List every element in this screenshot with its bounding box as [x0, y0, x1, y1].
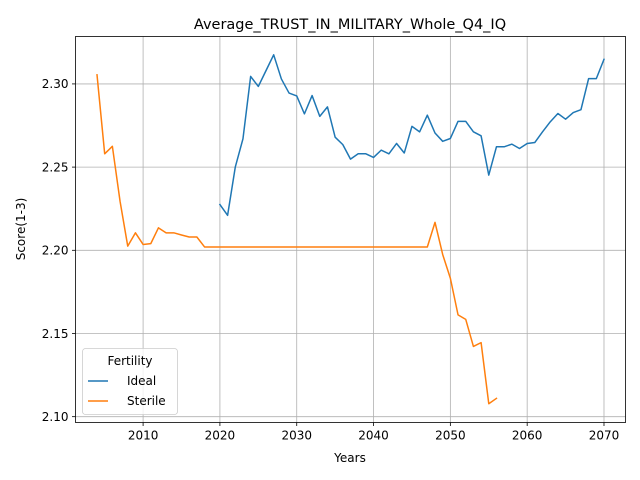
x-tick-label: 2030 — [281, 429, 312, 443]
y-tick-label: 2.25 — [42, 160, 69, 174]
x-tick-label: 2050 — [435, 429, 466, 443]
legend-box — [82, 348, 178, 415]
series-line-ideal — [218, 54, 605, 217]
grid — [75, 36, 626, 423]
series-line-sterile — [96, 73, 498, 405]
y-tick-label: 2.10 — [42, 410, 69, 424]
x-tick-label: 2010 — [128, 429, 159, 443]
y-tick-label: 2.20 — [42, 244, 69, 258]
x-axis-label: Years — [333, 451, 366, 465]
x-tick-label: 2020 — [205, 429, 236, 443]
x-tick-label: 2040 — [358, 429, 389, 443]
y-axis-label: Score(1-3) — [14, 198, 28, 261]
legend-title: Fertility — [107, 354, 152, 368]
plot-frame — [75, 36, 626, 423]
legend-label-ideal: Ideal — [127, 374, 156, 388]
y-axis-ticks: 2.10 2.15 2.20 2.25 2.30 — [42, 77, 76, 424]
y-tick-label: 2.15 — [42, 327, 69, 341]
series-lines — [96, 54, 605, 405]
legend: Fertility Ideal Sterile — [82, 348, 178, 415]
x-tick-label: 2070 — [589, 429, 620, 443]
y-tick-label: 2.30 — [42, 77, 69, 91]
x-tick-label: 2060 — [512, 429, 543, 443]
x-axis-ticks: 2010 2020 2030 2040 2050 2060 2070 — [128, 422, 620, 443]
legend-label-sterile: Sterile — [127, 394, 166, 408]
chart-title: Average_TRUST_IN_MILITARY_Whole_Q4_IQ — [194, 17, 506, 33]
